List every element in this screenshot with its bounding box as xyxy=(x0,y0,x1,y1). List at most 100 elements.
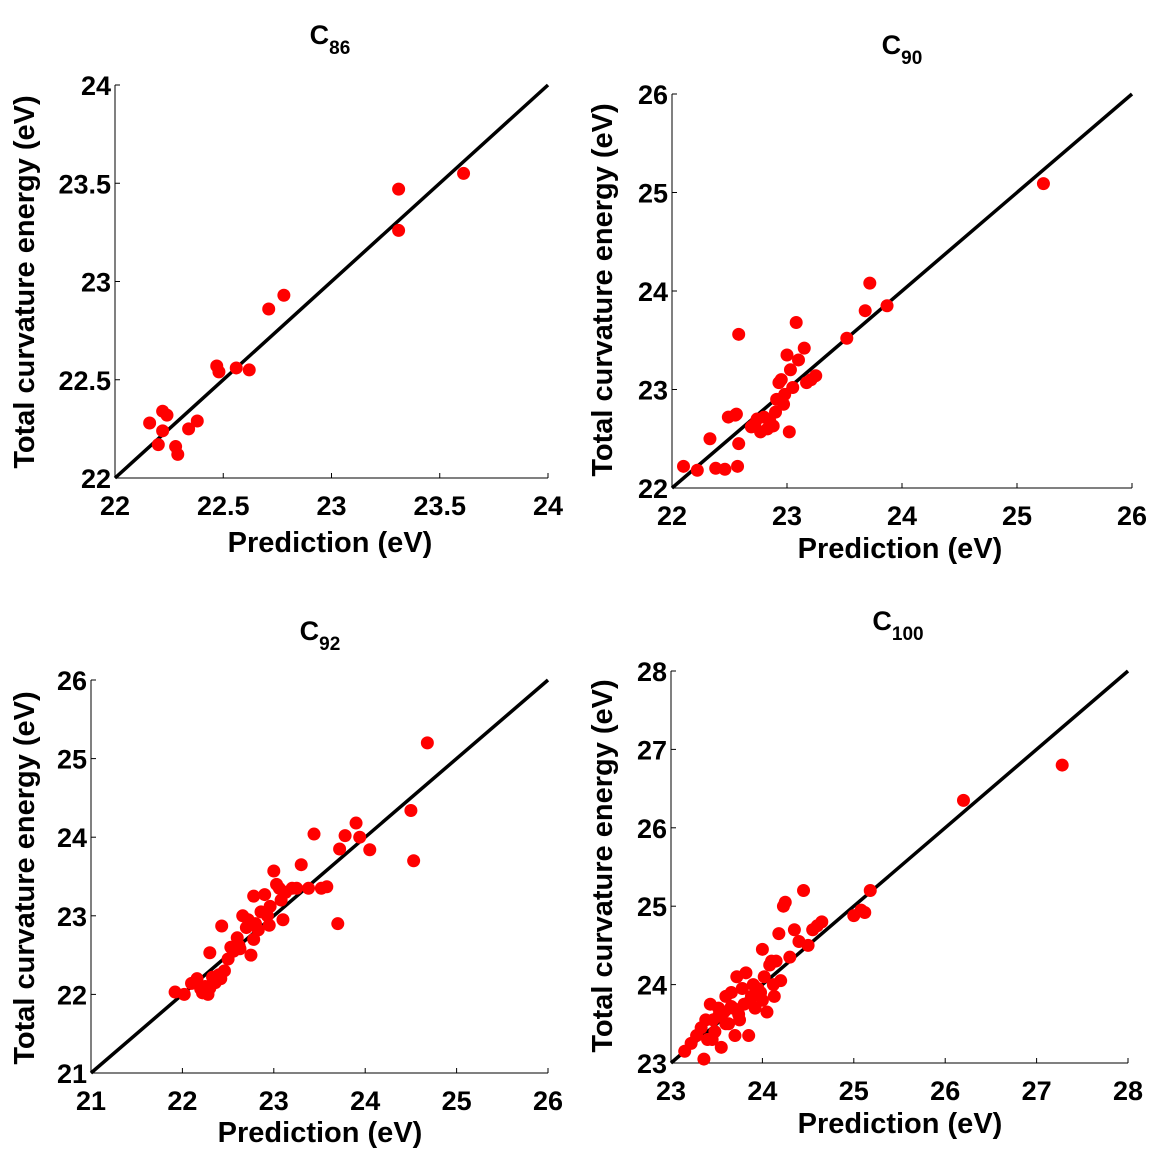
data-point xyxy=(783,363,797,377)
data-point xyxy=(774,373,788,387)
y-tick-label: 24 xyxy=(637,971,667,1001)
x-tick-label: 24 xyxy=(350,1086,380,1116)
y-tick-label: 23 xyxy=(637,1049,667,1079)
data-point xyxy=(797,884,811,898)
data-point xyxy=(724,985,738,999)
data-point xyxy=(858,905,872,919)
y-tick-label: 25 xyxy=(57,745,87,775)
data-point xyxy=(769,954,783,968)
y-axis-label: Total curvature energy (eV) xyxy=(587,103,619,476)
x-tick-label: 22.5 xyxy=(197,491,250,521)
chart-title: C92 xyxy=(300,616,341,655)
y-tick-label: 24 xyxy=(638,277,668,307)
data-point xyxy=(242,363,256,377)
x-tick-label: 22 xyxy=(167,1086,197,1116)
y-tick-label: 27 xyxy=(637,735,667,765)
data-point xyxy=(703,432,717,446)
chart-title-base: C xyxy=(300,616,320,646)
data-point xyxy=(739,966,753,980)
chart-panel-1: 22 23 24 25 26 22 23 24 25 26 C90 Prediction (eV) To… xyxy=(587,30,1147,565)
data-point xyxy=(697,1052,711,1066)
chart-title-subscript: 100 xyxy=(892,624,924,645)
y-tick-label: 24 xyxy=(57,823,87,853)
data-point xyxy=(1055,758,1069,772)
data-point xyxy=(294,858,308,872)
data-point xyxy=(151,438,165,452)
data-point xyxy=(772,927,786,941)
data-point xyxy=(780,348,794,362)
data-point xyxy=(333,842,347,856)
x-tick-label: 25 xyxy=(442,1086,472,1116)
data-point xyxy=(767,989,781,1003)
data-point xyxy=(789,316,803,330)
data-point xyxy=(714,1040,728,1054)
data-point xyxy=(156,424,170,438)
y-tick-label: 22 xyxy=(638,474,668,504)
data-point xyxy=(262,918,276,932)
data-point xyxy=(801,938,815,952)
data-point xyxy=(262,302,276,316)
data-point xyxy=(214,972,228,986)
data-point xyxy=(247,889,261,903)
data-point xyxy=(229,361,243,375)
data-point xyxy=(392,223,406,237)
data-point xyxy=(203,981,217,995)
data-point xyxy=(815,915,829,929)
data-point xyxy=(742,1029,756,1043)
data-point xyxy=(690,463,704,477)
data-point xyxy=(766,978,780,992)
data-point xyxy=(766,419,780,433)
x-tick-label: 23 xyxy=(772,501,802,531)
data-point xyxy=(244,948,258,962)
reference-line xyxy=(113,83,550,480)
x-axis-label: Prediction (eV) xyxy=(218,1117,423,1149)
data-point xyxy=(407,854,421,868)
data-point xyxy=(786,381,800,395)
chart-panel-2: 21 22 23 24 25 26 21 22 23 24 25 26 C92 Prediction (e… xyxy=(9,616,563,1149)
data-point xyxy=(735,982,749,996)
data-point xyxy=(331,917,345,931)
data-point xyxy=(760,1005,774,1019)
chart-title-base: C xyxy=(310,20,330,50)
data-point xyxy=(263,899,277,913)
data-point xyxy=(247,932,261,946)
y-tick-label: 28 xyxy=(637,657,667,687)
chart-panel-3: 23 24 25 26 27 28 23 24 25 26 27 28 C100 Prediction (… xyxy=(587,606,1143,1140)
y-axis-label: Total curvature energy (eV) xyxy=(9,691,41,1064)
data-point xyxy=(840,331,854,345)
x-tick-label: 24 xyxy=(533,491,563,521)
x-tick-label: 25 xyxy=(1002,501,1032,531)
y-tick-label: 25 xyxy=(637,892,667,922)
y-tick-label: 21 xyxy=(57,1059,87,1089)
data-point xyxy=(792,353,805,367)
data-point xyxy=(755,993,769,1007)
data-point xyxy=(363,843,377,857)
data-point xyxy=(732,327,746,341)
data-point xyxy=(338,829,352,843)
data-point xyxy=(160,408,174,422)
x-tick-label: 23 xyxy=(656,1076,686,1106)
data-point xyxy=(777,397,791,411)
chart-title: C100 xyxy=(872,606,923,645)
y-tick-label: 23 xyxy=(638,376,668,406)
data-point xyxy=(858,304,872,318)
data-point xyxy=(290,881,304,895)
data-point xyxy=(728,1029,742,1043)
data-point xyxy=(274,893,288,907)
data-point xyxy=(276,913,290,927)
chart-title-subscript: 90 xyxy=(901,48,922,69)
y-tick-label: 26 xyxy=(638,80,668,110)
y-tick-label: 26 xyxy=(57,666,87,696)
x-tick-label: 28 xyxy=(1113,1076,1143,1106)
x-tick-label: 22 xyxy=(657,501,687,531)
chart-title: C86 xyxy=(310,20,351,59)
chart-title-subscript: 92 xyxy=(319,634,340,655)
data-point xyxy=(712,1001,726,1015)
x-tick-label: 23.5 xyxy=(413,491,466,521)
chart-title: C90 xyxy=(882,30,923,69)
chart-title-base: C xyxy=(872,606,892,636)
y-tick-label: 23 xyxy=(81,268,111,298)
y-tick-label: 24 xyxy=(81,71,111,101)
data-point xyxy=(215,919,229,933)
